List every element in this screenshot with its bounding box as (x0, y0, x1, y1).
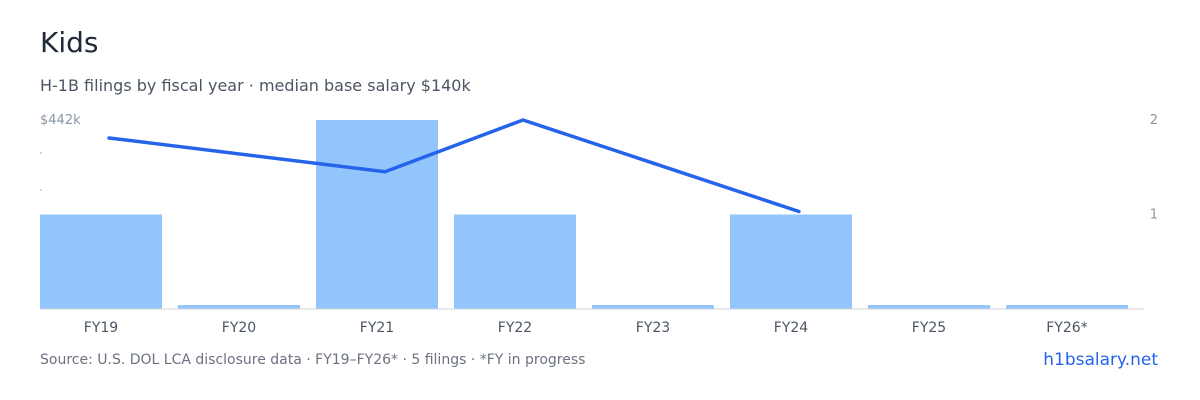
right-axis-tick-label: 2 (1150, 113, 1158, 128)
page-title: Kids (40, 26, 99, 59)
site-link[interactable]: h1bsalary.net (1043, 350, 1158, 370)
x-tick-label: FY22 (498, 320, 532, 336)
right-axis-tick-label: 1 (1150, 208, 1158, 223)
x-tick-label: FY21 (360, 320, 394, 336)
source-note: Source: U.S. DOL LCA disclosure data · F… (40, 352, 586, 368)
bar-FY26* (1006, 305, 1128, 309)
bar-FY19 (40, 214, 162, 309)
bar-FY23 (592, 305, 714, 309)
bar-FY21 (316, 120, 438, 309)
x-tick-label: FY24 (774, 320, 809, 336)
x-tick-label: FY23 (636, 320, 670, 336)
x-tick-label: FY26* (1046, 320, 1087, 336)
left-axis-tick-mark (40, 189, 42, 191)
bar-FY24 (730, 214, 852, 309)
salary-line (107, 118, 801, 214)
left-axis-tick-label: $442k (40, 113, 81, 128)
page-subtitle: H-1B filings by fiscal year · median bas… (40, 76, 471, 95)
bar-FY25 (868, 305, 990, 309)
left-axis-tick-mark (40, 152, 42, 154)
x-tick-label: FY25 (912, 320, 946, 336)
bar-FY22 (454, 214, 576, 309)
bar-FY20 (178, 305, 300, 309)
x-tick-label: FY20 (222, 320, 256, 336)
x-tick-label: FY19 (84, 320, 118, 336)
